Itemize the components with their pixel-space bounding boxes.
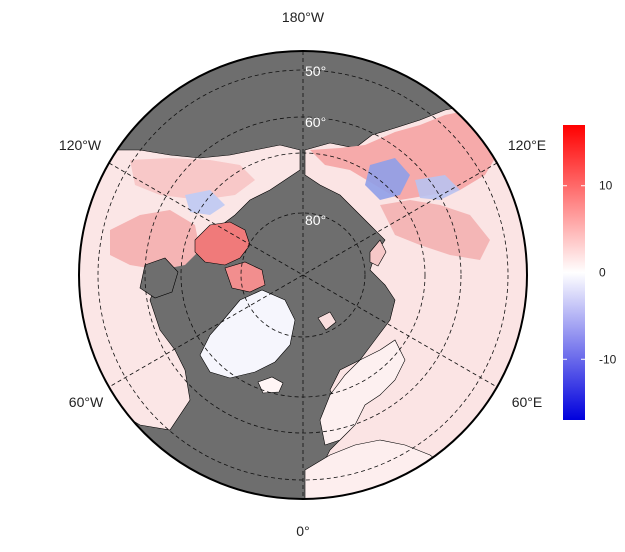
- land-north-america: [79, 144, 301, 431]
- anomaly-siberia-cold-2: [415, 175, 460, 200]
- longitude-label-60e: 60°E: [512, 394, 543, 410]
- longitude-label-120w: 120°W: [59, 137, 102, 153]
- land-scandinavia: [319, 339, 406, 446]
- anomaly-urals-warm: [380, 200, 490, 260]
- anomaly-canada-warm: [110, 210, 200, 270]
- anomaly-siberia-cold: [365, 158, 410, 200]
- parallel-50: [97, 69, 509, 481]
- graticule: [97, 51, 509, 499]
- latitude-label-50: 50°: [305, 63, 326, 79]
- land-iceland: [257, 376, 284, 394]
- colorbar: 10 0 -10: [563, 125, 617, 420]
- anomaly-canada-cold: [185, 190, 225, 215]
- longitude-label-180w: 180°W: [282, 9, 325, 25]
- meridian-120: [108, 162, 498, 388]
- colorbar-tick-label: 0: [599, 266, 606, 280]
- colorbar-tick-label: -10: [599, 352, 617, 366]
- land-greenland: [199, 289, 296, 379]
- latitude-label-60: 60°: [305, 114, 326, 130]
- longitude-label-0: 0°: [296, 523, 309, 539]
- parallel-80: [240, 212, 366, 338]
- map-outline: [78, 50, 528, 500]
- colorbar-ticks: 10 0 -10: [563, 179, 617, 366]
- anomaly-siberia-warm: [310, 110, 500, 200]
- hudson-bay: [139, 257, 179, 299]
- colorbar-gradient: [563, 125, 585, 420]
- land-arctic-archipelago-2: [224, 261, 266, 293]
- land-arctic-archipelago: [194, 221, 251, 266]
- land-svalbard: [317, 311, 337, 331]
- land-novaya-zemlya: [369, 239, 387, 267]
- longitude-label-120e: 120°E: [508, 137, 546, 153]
- colorbar-tick-label: 10: [599, 179, 613, 193]
- anomaly-alaska-warm: [130, 158, 255, 200]
- latitude-label-80: 80°: [305, 212, 326, 228]
- longitude-label-60w: 60°W: [69, 394, 104, 410]
